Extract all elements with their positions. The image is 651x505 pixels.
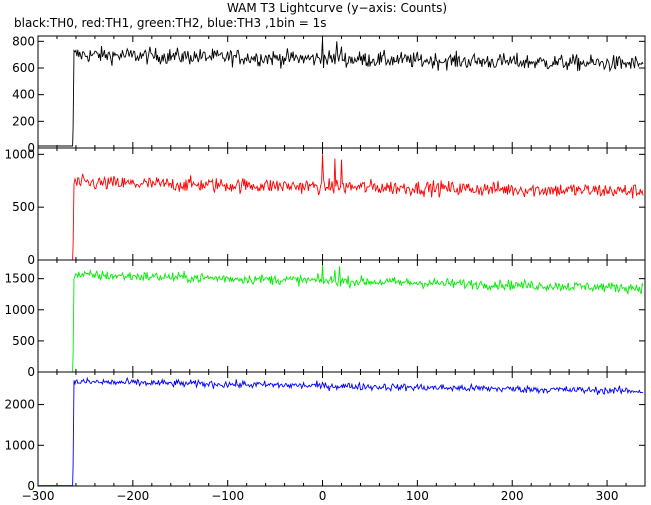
- x-tick-label: 200: [501, 489, 524, 503]
- y-tick-label: 2000: [4, 398, 35, 412]
- x-tick-label: 0: [319, 489, 327, 503]
- y-tick-label: 200: [12, 114, 35, 128]
- series-line-th3: [38, 376, 644, 487]
- x-tick-labels: −300 −200 −100 0 100 200 300: [22, 489, 619, 503]
- y-tick-label: 0: [27, 365, 35, 379]
- y-tick-label: 800: [12, 34, 35, 48]
- chart-title: WAM T3 Lightcurve (y−axis: Counts): [227, 1, 447, 15]
- y-tick-label: 500: [12, 200, 35, 214]
- panel-th3: 0 1000 2000: [4, 371, 646, 493]
- y-tick-label: 1000: [4, 303, 35, 317]
- y-tick-label: 600: [12, 61, 35, 75]
- panels-group: 0200400600800050010000500100015000100020…: [4, 34, 646, 493]
- x-tick-label: 300: [596, 489, 619, 503]
- panel-th2: 0 500 1000 1500: [4, 259, 646, 379]
- y-tick-label: 1000: [4, 438, 35, 452]
- series-line-th2: [38, 264, 644, 373]
- y-tick-label: 1000: [4, 147, 35, 161]
- y-tick-label: 1500: [4, 272, 35, 286]
- y-tick-label: 0: [27, 253, 35, 267]
- panel-th0: 0 200 400 600 800: [12, 34, 646, 155]
- series-line-th0: [38, 38, 644, 147]
- x-tick-label: −100: [211, 489, 244, 503]
- x-tick-label: −200: [116, 489, 149, 503]
- series-line-th1: [38, 154, 644, 261]
- panel-frame: [37, 371, 646, 487]
- y-tick-label: 400: [12, 88, 35, 102]
- panel-th1: 0 500 1000: [4, 147, 646, 267]
- chart-subtitle: black:TH0, red:TH1, green:TH2, blue:TH3 …: [14, 16, 327, 30]
- y-tick-label: 500: [12, 334, 35, 348]
- y-tick-label: 0: [27, 479, 35, 493]
- x-tick-label: 100: [406, 489, 429, 503]
- x-tick-label: −300: [22, 489, 55, 503]
- y-tick-label: 0: [27, 141, 35, 155]
